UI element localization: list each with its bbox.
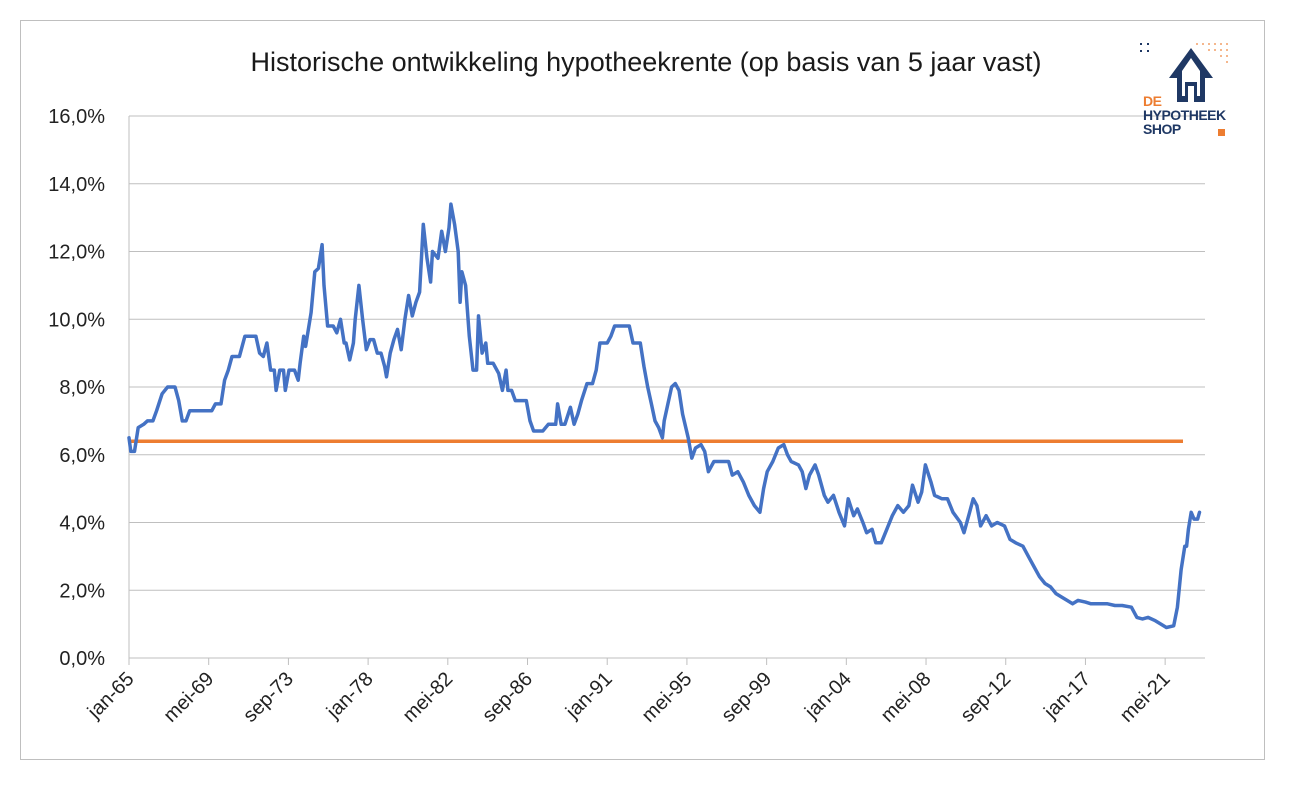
y-tick-label: 8,0% [59,377,105,399]
x-tick-label: mei-69 [159,668,218,727]
chart-title: Historische ontwikkeling hypotheekrente … [250,47,1042,77]
x-tick-label: mei-82 [399,668,458,727]
y-tick-label: 16,0% [48,106,105,128]
x-tick-label: sep-12 [956,668,1015,727]
y-tick-label: 12,0% [48,242,105,264]
x-tick-label: jan-78 [322,668,378,724]
x-tick-label: sep-99 [717,668,776,727]
x-axis-ticks: jan-65 mei-69 sep-73 jan-78 mei-82 sep-86 jan-… [83,668,1175,727]
y-tick-label: 10,0% [48,309,105,331]
logo-line-shop: SHOP [1143,121,1181,137]
logo-line-de: DE [1143,93,1162,109]
chart-frame [20,20,1265,760]
x-tick-label: sep-73 [239,668,298,727]
x-tick-label: jan-65 [83,668,139,724]
logo-orange-square [1218,129,1225,136]
x-tick-label: jan-04 [800,668,856,724]
series-layer [127,202,1202,630]
x-tick-label: jan-17 [1039,668,1095,724]
house-logo-icon [1140,43,1228,102]
y-tick-label: 0,0% [59,648,105,670]
series-line [127,202,1202,630]
x-tick-label: sep-86 [478,668,537,727]
x-tick-label: mei-21 [1116,668,1175,727]
brand-logo: DE HYPOTHEEK SHOP [1138,40,1233,140]
y-axis-ticks: 0,0% 2,0% 4,0% 6,0% 8,0% 10,0% 12,0% 14,0% 16,0% [48,106,105,670]
y-tick-label: 2,0% [59,580,105,602]
x-tick-label: mei-95 [638,668,697,727]
logo-line-hypotheek: HYPOTHEEK [1143,107,1226,123]
y-tick-label: 14,0% [48,174,105,196]
y-tick-label: 6,0% [59,445,105,467]
x-tick-label: jan-91 [561,668,617,724]
y-tick-label: 4,0% [59,513,105,535]
x-tick-label: mei-08 [877,668,936,727]
